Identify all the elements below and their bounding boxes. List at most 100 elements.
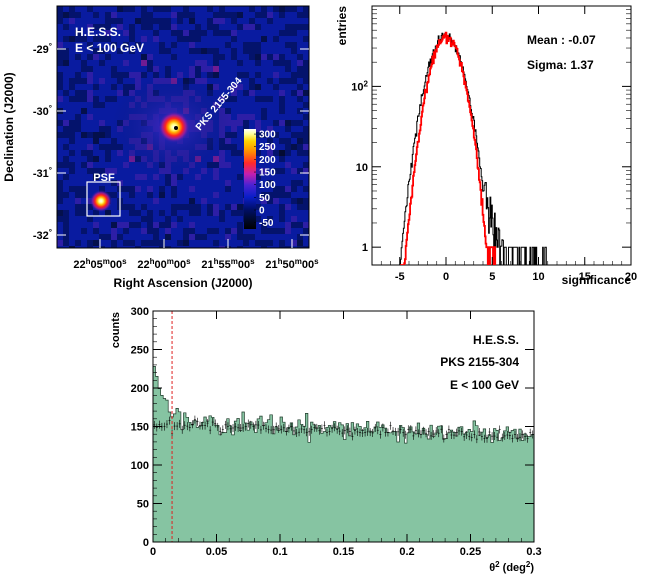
- sky-pixel: [267, 120, 273, 126]
- sky-pixel: [159, 66, 165, 72]
- degree-sign: °: [49, 228, 52, 237]
- sky-pixel: [63, 150, 69, 156]
- theta2-x-tick-label: 0.2: [399, 546, 414, 558]
- sky-pixel: [273, 66, 279, 72]
- sky-pixel: [261, 246, 267, 248]
- sky-pixel: [87, 174, 93, 180]
- sky-pixel: [105, 42, 111, 48]
- sky-pixel: [303, 180, 309, 186]
- sky-pixel: [291, 18, 297, 24]
- sky-pixel: [87, 240, 93, 246]
- sky-pixel: [81, 138, 87, 144]
- sky-pixel: [117, 162, 123, 168]
- sky-pixel: [273, 84, 279, 90]
- sky-pixel: [297, 60, 303, 66]
- sky-pixel: [135, 48, 141, 54]
- sky-pixel: [291, 90, 297, 96]
- sky-pixel: [57, 120, 63, 126]
- sky-pixel: [279, 156, 285, 162]
- sky-pixel: [231, 174, 237, 180]
- sky-pixel: [201, 168, 207, 174]
- sky-pixel: [171, 60, 177, 66]
- sig-x-tick-label: 20: [625, 271, 637, 283]
- sky-pixel: [201, 78, 207, 84]
- sky-pixel: [201, 60, 207, 66]
- sky-pixel: [141, 24, 147, 30]
- sky-pixel: [153, 222, 159, 228]
- sky-pixel: [237, 186, 243, 192]
- sky-pixel: [165, 180, 171, 186]
- sky-pixel: [123, 240, 129, 246]
- sky-pixel: [69, 234, 75, 240]
- sky-pixel: [213, 18, 219, 24]
- sky-pixel: [261, 174, 267, 180]
- sky-pixel: [231, 216, 237, 222]
- sky-pixel: [273, 216, 279, 222]
- sky-pixel: [219, 66, 225, 72]
- sig-x-tick-label: 15: [579, 271, 591, 283]
- dec-ticks: -29° -30° -31° -32°: [33, 42, 309, 242]
- sky-pixel: [87, 138, 93, 144]
- sky-pixel: [69, 66, 75, 72]
- sky-pixel: [75, 102, 81, 108]
- sky-pixel: [99, 222, 105, 228]
- sky-pixel: [57, 90, 63, 96]
- sky-pixel: [123, 216, 129, 222]
- sky-pixel: [249, 240, 255, 246]
- sky-pixel: [93, 72, 99, 78]
- sky-pixel: [207, 18, 213, 24]
- sky-pixel: [165, 240, 171, 246]
- sky-pixel: [159, 186, 165, 192]
- sky-pixel: [165, 222, 171, 228]
- sky-pixel: [303, 12, 309, 18]
- sky-pixel: [231, 222, 237, 228]
- sky-pixel: [261, 198, 267, 204]
- sky-pixel: [261, 12, 267, 18]
- sky-pixel: [285, 66, 291, 72]
- sky-pixel: [165, 30, 171, 36]
- sky-pixel: [75, 198, 81, 204]
- sky-pixel: [81, 114, 87, 120]
- sky-pixel: [291, 60, 297, 66]
- sky-pixel: [75, 162, 81, 168]
- sky-pixel: [93, 138, 99, 144]
- sky-pixel: [63, 60, 69, 66]
- sky-pixel: [285, 180, 291, 186]
- sky-pixel: [165, 198, 171, 204]
- sky-pixel: [261, 144, 267, 150]
- ra-tick-label: 22h05m00s: [73, 257, 127, 271]
- sky-pixel: [267, 210, 273, 216]
- sky-pixel: [231, 132, 237, 138]
- sky-pixel: [303, 186, 309, 192]
- sky-pixel: [231, 66, 237, 72]
- sky-pixel: [177, 180, 183, 186]
- sky-pixel: [243, 72, 249, 78]
- sky-pixel: [177, 228, 183, 234]
- sky-pixel: [63, 30, 69, 36]
- sky-pixel: [249, 102, 255, 108]
- sky-pixel: [219, 204, 225, 210]
- sky-pixel: [201, 72, 207, 78]
- sky-pixel: [141, 240, 147, 246]
- sky-pixel: [183, 18, 189, 24]
- sky-pixel: [225, 84, 231, 90]
- sky-pixel: [111, 186, 117, 192]
- sky-pixel: [69, 132, 75, 138]
- sky-pixel: [231, 30, 237, 36]
- sky-pixel: [303, 54, 309, 60]
- sky-pixel: [249, 234, 255, 240]
- sky-pixel: [273, 12, 279, 18]
- sky-pixel: [99, 96, 105, 102]
- sky-pixel: [297, 246, 303, 248]
- sky-pixel: [297, 138, 303, 144]
- sky-pixel: [267, 30, 273, 36]
- sky-pixel: [93, 216, 99, 222]
- sky-pixel: [297, 24, 303, 30]
- sky-pixel: [279, 132, 285, 138]
- sky-pixel: [225, 210, 231, 216]
- sky-pixel: [225, 156, 231, 162]
- sky-pixel: [81, 84, 87, 90]
- sky-pixel: [273, 138, 279, 144]
- sky-pixel: [153, 180, 159, 186]
- sky-pixel: [231, 168, 237, 174]
